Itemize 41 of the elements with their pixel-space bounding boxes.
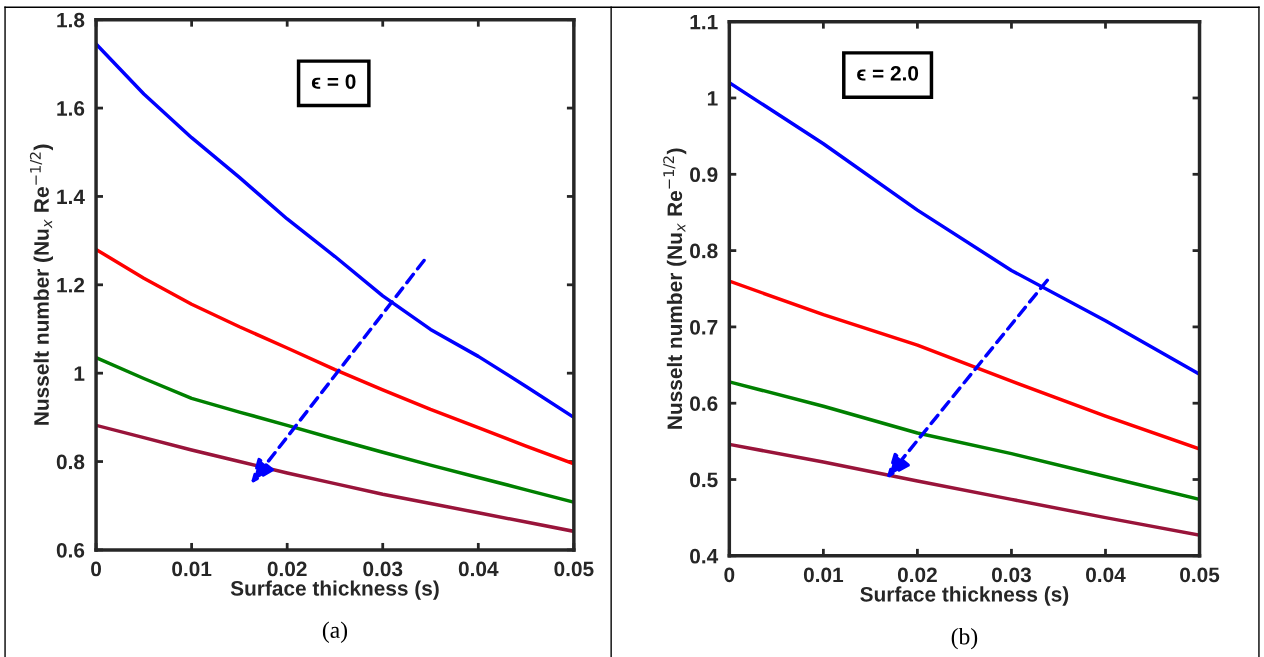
x-tick-label: 0.03 bbox=[363, 561, 403, 577]
line-series bbox=[96, 355, 574, 504]
x-tick-label: 0.04 bbox=[458, 561, 499, 577]
text: (a) bbox=[322, 621, 348, 643]
y-tick-label: 0.7 bbox=[690, 319, 718, 335]
x-tick-label: 0 bbox=[724, 567, 735, 583]
y-tick-label: 0.6 bbox=[690, 396, 718, 411]
x-tick-label: 0.05 bbox=[1180, 567, 1220, 583]
line-series bbox=[729, 380, 1200, 502]
text: (b) bbox=[951, 627, 978, 650]
x-tick-label: 0 bbox=[91, 561, 101, 577]
y-tick-label: 0.8 bbox=[690, 243, 718, 259]
y-tick-label: 1.6 bbox=[57, 101, 85, 116]
line-series bbox=[729, 442, 1200, 537]
y-axis-title: Nusselt number (Nu$_{x}$ Re$^{−1/2}$) bbox=[29, 144, 54, 425]
x-axis-title: Surface thickness (s) bbox=[230, 580, 439, 600]
x-axis-title: Surface thickness (s) bbox=[860, 586, 1069, 606]
line-series bbox=[96, 247, 574, 466]
y-tick-label: 0.9 bbox=[690, 167, 718, 183]
y-tick-label: 1.8 bbox=[57, 12, 85, 28]
x-tick-label: 0.05 bbox=[554, 561, 594, 577]
x-tick-label: 0.04 bbox=[1086, 567, 1126, 583]
annotation: ϵ = 2.0 bbox=[857, 65, 919, 81]
y-tick-label: 1.4 bbox=[57, 189, 85, 204]
annotation: ϵ = 0 bbox=[311, 74, 356, 89]
y-tick-label: 0.5 bbox=[690, 472, 718, 488]
y-tick-label: 1.1 bbox=[690, 14, 718, 30]
y-tick-label: 1.2 bbox=[57, 277, 85, 293]
x-tick-label: 0.01 bbox=[803, 567, 844, 583]
x-tick-label: 0.02 bbox=[267, 561, 307, 577]
y-tick-label: 1 bbox=[707, 91, 718, 106]
line-series bbox=[96, 423, 574, 534]
x-tick-label: 0.02 bbox=[897, 567, 937, 583]
y-tick-label: 0.8 bbox=[56, 454, 85, 470]
y-tick-label: 1 bbox=[74, 366, 85, 381]
y-tick-label: 0.4 bbox=[690, 548, 719, 564]
y-tick-label: 0.6 bbox=[56, 542, 85, 558]
x-tick-label: 0.01 bbox=[172, 561, 212, 577]
y-axis-title: Nusselt number (Nu$_{x}$ Re$^{−1/2}$) bbox=[663, 148, 687, 429]
x-tick-label: 0.03 bbox=[992, 567, 1031, 583]
line-series bbox=[729, 279, 1200, 451]
